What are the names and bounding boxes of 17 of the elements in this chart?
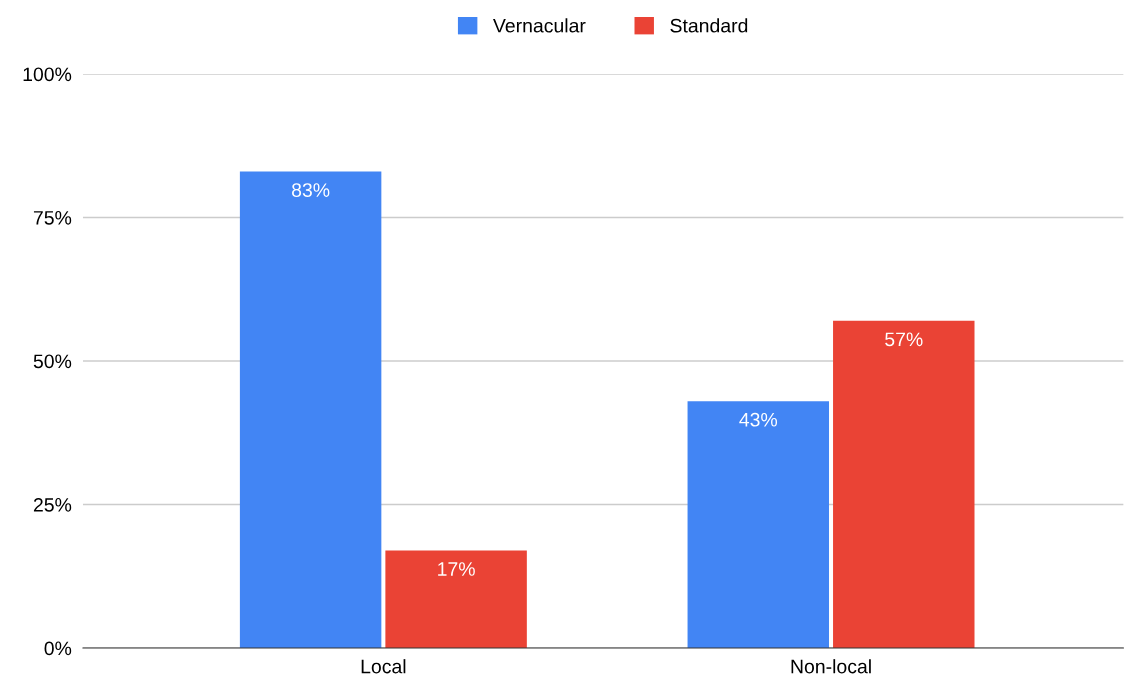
y-tick-label: 75% [33,211,72,225]
y-tick-label: 100% [23,67,72,82]
data-label: 17% [438,562,475,576]
y-tick-label: 25% [33,497,72,512]
data-label: 57% [885,332,923,347]
data-label: 43% [739,412,778,427]
bar [239,171,382,649]
bar [385,550,527,649]
x-tick-label: Local [361,659,406,674]
y-tick-label: 0% [44,641,72,656]
x-tick-label: Non-local [791,659,871,674]
bar [687,401,830,649]
legend-label: Vernacular [493,18,586,33]
y-tick-label: 50% [33,354,72,369]
legend-label: Standard [670,18,748,33]
data-label: 83% [292,183,330,197]
bar [833,320,975,649]
